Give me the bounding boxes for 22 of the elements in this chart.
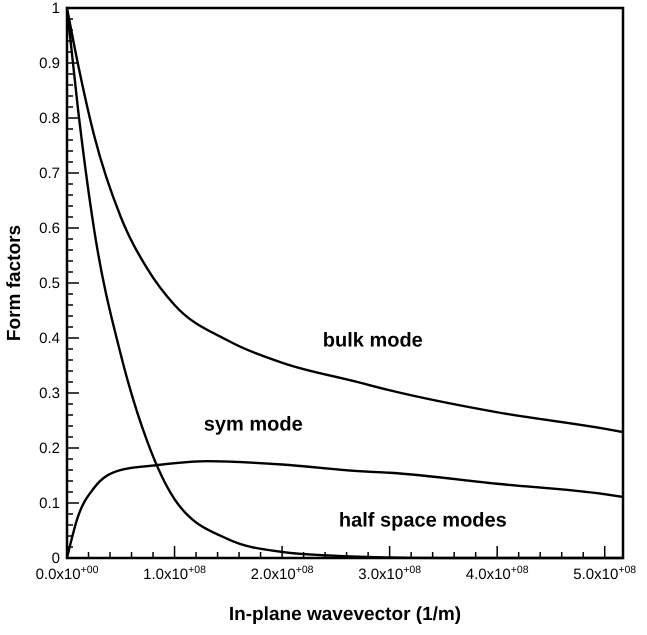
y-tick-label: 0.8 [39,110,60,127]
y-tick-label: 0.3 [39,385,60,402]
y-tick-label: 1 [52,0,60,17]
y-tick-label: 0.5 [39,275,60,292]
annotation: half space modes [338,510,507,532]
x-tick-label: 5.0x10$^{+08}$ [573,564,636,583]
y-tick-label: 0.7 [39,165,60,182]
y-tick-label: 0 [52,550,60,567]
x-tick-label: 3.0x10$^{+08}$ [358,564,422,583]
annotation: sym mode [204,413,303,436]
x-tick-label: 2.0x10$^{+08}$ [250,564,314,583]
y-tick-label: 0.1 [39,495,60,512]
y-tick-label: 0.9 [39,55,60,72]
annotation: bulk mode [322,330,423,352]
x-axis-title: In-plane wavevector (1/m) [228,604,462,625]
x-tick-label: 4.0x10$^{+08}$ [466,564,529,583]
y-tick-label: 0.2 [39,440,60,457]
x-tick-label: 0.0x10$^{+00}$ [36,564,99,583]
x-tick-label: 1.0x10$^{+08}$ [143,564,206,583]
y-axis-title: Form factors [4,224,25,342]
y-tick-label: 0.6 [39,220,60,237]
y-tick-label: 0.4 [39,330,60,347]
